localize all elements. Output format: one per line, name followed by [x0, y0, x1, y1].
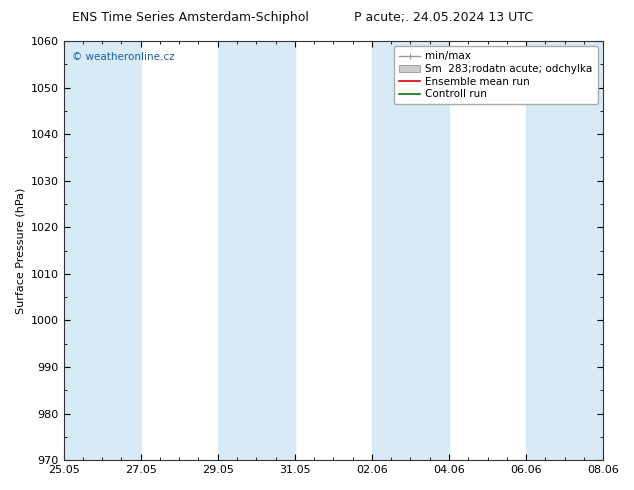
Bar [63, 41, 141, 460]
Bar [526, 41, 603, 460]
Text: ENS Time Series Amsterdam-Schiphol: ENS Time Series Amsterdam-Schiphol [72, 11, 309, 24]
Y-axis label: Surface Pressure (hPa): Surface Pressure (hPa) [15, 187, 25, 314]
Bar [372, 41, 449, 460]
Legend: min/max, Sm  283;rodatn acute; odchylka, Ensemble mean run, Controll run: min/max, Sm 283;rodatn acute; odchylka, … [394, 46, 598, 104]
Text: © weatheronline.cz: © weatheronline.cz [72, 51, 174, 62]
Text: P acute;. 24.05.2024 13 UTC: P acute;. 24.05.2024 13 UTC [354, 11, 533, 24]
Bar [217, 41, 295, 460]
